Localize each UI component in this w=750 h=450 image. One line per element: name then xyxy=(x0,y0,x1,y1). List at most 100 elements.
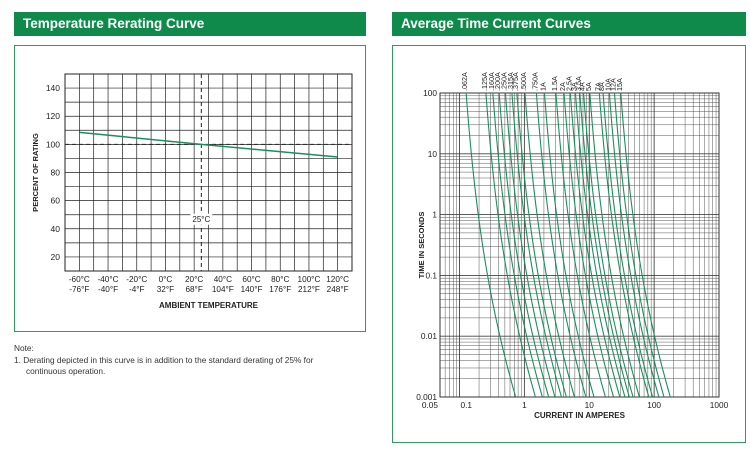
x-tick-label-celsius: 0°C xyxy=(159,275,173,284)
time-current-plot: .062A .125A.160A.200A.250A.315A.375A .500A… xyxy=(416,72,728,420)
fuse-curve-15a xyxy=(620,93,671,397)
curve-label: 5A xyxy=(584,82,593,91)
x-tick-label-fahrenheit: 68°F xyxy=(185,285,202,294)
x-tick-label-fahrenheit: -4°F xyxy=(129,285,145,294)
y-tick-label: 0.001 xyxy=(416,392,437,402)
curve-label: .160A xyxy=(487,72,496,91)
x-tick-label-fahrenheit: 140°F xyxy=(241,285,263,294)
fuse-curve-062a xyxy=(465,93,517,397)
curve-label: 12A xyxy=(608,78,617,91)
fuse-curve-315a xyxy=(511,93,562,397)
curve-label: 3A xyxy=(569,82,578,91)
x-tick-label: 0.1 xyxy=(461,400,473,410)
fuse-curve-8a xyxy=(602,93,654,397)
fuse-curve-2a xyxy=(563,93,615,397)
curve-label: .125A xyxy=(480,72,489,91)
note-line-1: 1. Derating depicted in this curve is in… xyxy=(14,355,314,365)
fuse-curve-250a xyxy=(504,93,556,397)
derating-curve xyxy=(79,131,338,158)
fuse-curve-160a xyxy=(492,93,543,397)
fuse-curve-35a xyxy=(579,93,630,397)
x-tick-label: 1000 xyxy=(710,400,729,410)
y-axis-label: PERCENT OF RATING xyxy=(31,133,40,212)
y-tick-label: 100 xyxy=(423,88,437,98)
time-current-chart: .062A .125A.160A.200A.250A.315A.375A .500A… xyxy=(416,72,728,420)
fuse-curve-15a xyxy=(555,93,606,397)
x-tick-label-fahrenheit: 176°F xyxy=(269,285,291,294)
curve-label: .200A xyxy=(493,72,502,91)
fuse-curve-500a xyxy=(524,93,575,397)
curve-label: .315A xyxy=(506,72,515,91)
curve-label: .062A xyxy=(460,72,469,91)
y-tick-label: 60 xyxy=(51,196,61,206)
curve-label: 2.5A xyxy=(564,76,573,91)
fuse-curve-12a xyxy=(613,93,665,397)
x-tick-label-fahrenheit: 104°F xyxy=(212,285,234,294)
plot-border xyxy=(64,73,353,272)
x-tick-label-celsius: -60°C xyxy=(69,275,90,284)
x-tick-label-fahrenheit: 32°F xyxy=(157,285,174,294)
curve-label: 10A xyxy=(603,78,612,91)
x-tick-label-fahrenheit: 248°F xyxy=(327,285,349,294)
curve-label: 7A xyxy=(593,82,602,91)
temperature-rerating-header: Temperature Rerating Curve xyxy=(14,12,366,36)
curve-label: .375A xyxy=(511,72,520,91)
note-title: Note: xyxy=(14,343,34,353)
x-tick-label-fahrenheit: -40°F xyxy=(98,285,118,294)
curve-group xyxy=(465,93,671,397)
fuse-curve-200a xyxy=(498,93,550,397)
curve-label: 3.5A xyxy=(574,76,583,91)
x-tick-label-celsius: 40°C xyxy=(214,275,232,284)
curve-label: 1A xyxy=(538,82,547,91)
curve-label: 4A xyxy=(578,82,587,91)
fuse-curve-375a xyxy=(516,93,567,397)
curve-label: 1.5A xyxy=(550,76,559,91)
panel-title: Temperature Rerating Curve xyxy=(23,16,205,31)
panel-title: Average Time Current Curves xyxy=(401,16,591,31)
temperature-rerating-chart: 25°C 20 40 60 80 100 120 140 -60°C-76°F -40°C-40°… xyxy=(31,73,353,310)
x-tick-label-fahrenheit: -76°F xyxy=(69,285,89,294)
curve-label: 15A xyxy=(615,78,624,91)
y-axis-label: TIME IN SECONDS xyxy=(417,212,426,279)
curve-label: 8A xyxy=(597,82,606,91)
fuse-curve-10a xyxy=(608,93,660,397)
reference-label-background xyxy=(190,213,213,225)
y-tick-label: 1 xyxy=(432,210,437,220)
x-tick-label: 10 xyxy=(585,400,595,410)
y-tick-label: 0.1 xyxy=(425,270,437,280)
curve-label: .250A xyxy=(499,72,508,91)
x-tick-label-celsius: -20°C xyxy=(126,275,147,284)
fuse-curve-4a xyxy=(582,93,634,397)
fuse-curve-3a xyxy=(574,93,626,397)
y-tick-label: 0.01 xyxy=(421,331,438,341)
temperature-plot: 25°C 20 40 60 80 100 120 140 -60°C-76°F -40°C-40°… xyxy=(31,73,353,310)
curve-label: .750A xyxy=(530,72,539,91)
x-tick-label-celsius: 120°C xyxy=(326,275,349,284)
fuse-curve-125a xyxy=(485,93,536,397)
reference-label-25c: 25°C xyxy=(192,215,210,224)
y-tick-label: 140 xyxy=(46,83,60,93)
x-tick-label-fahrenheit: 212°F xyxy=(298,285,320,294)
time-current-header: Average Time Current Curves xyxy=(392,12,746,36)
x-axis-label: AMBIENT TEMPERATURE xyxy=(159,301,259,310)
fuse-curve-5a xyxy=(589,93,640,397)
y-tick-label: 20 xyxy=(51,252,61,262)
y-tick-label: 100 xyxy=(46,139,60,149)
x-axis-label: CURRENT IN AMPERES xyxy=(534,411,625,420)
x-tick-label-celsius: -40°C xyxy=(98,275,119,284)
x-tick-label-celsius: 80°C xyxy=(271,275,289,284)
y-tick-label: 120 xyxy=(46,111,60,121)
fuse-curve-1a xyxy=(543,93,595,397)
fuse-curve-750a xyxy=(535,93,587,397)
curve-label: 2A xyxy=(558,82,567,91)
temperature-rerating-chart-panel: 25°C 20 40 60 80 100 120 140 -60°C -76°F -40°C -40°… xyxy=(14,45,366,332)
x-tick-label-celsius: 60°C xyxy=(242,275,260,284)
y-tick-label: 10 xyxy=(428,149,438,159)
x-tick-label: 100 xyxy=(647,400,661,410)
y-tick-label: 40 xyxy=(51,224,61,234)
fuse-curve-7a xyxy=(598,93,650,397)
y-tick-label: 80 xyxy=(51,168,61,178)
time-current-chart-panel: .062A .125A .160A .200A .250A .315A .375A .500A… xyxy=(392,45,746,443)
curve-label: .500A xyxy=(519,72,528,91)
fuse-curve-25a xyxy=(569,93,621,397)
